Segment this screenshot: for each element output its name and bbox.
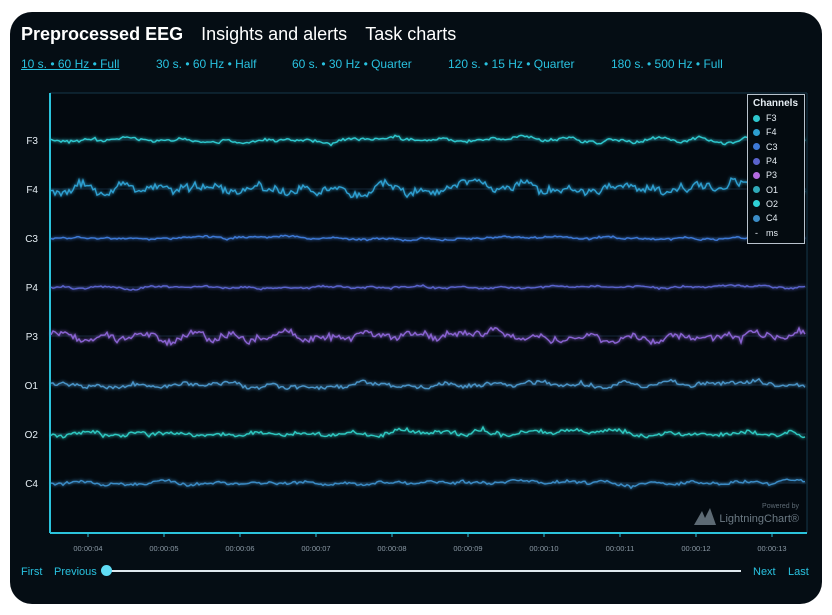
- legend-item-ms[interactable]: - ms: [753, 225, 799, 239]
- legend-item-c4[interactable]: C4: [753, 211, 799, 225]
- legend-dot-icon: [753, 186, 760, 194]
- preset-60s[interactable]: 60 s. • 30 Hz • Quarter: [292, 57, 412, 71]
- trace-o1: [50, 377, 806, 391]
- trace-c3: [50, 234, 806, 242]
- nav-first-button[interactable]: First: [21, 566, 43, 578]
- timeline-slider-track[interactable]: [106, 570, 741, 572]
- nav-previous-button[interactable]: Previous: [54, 566, 97, 578]
- x-tick-label: 00:00:13: [757, 544, 786, 553]
- trace-p4: [50, 284, 806, 291]
- nav-last-button[interactable]: Last: [788, 566, 809, 578]
- nav-next-button[interactable]: Next: [753, 566, 776, 578]
- lightningchart-logo-icon: [694, 508, 716, 525]
- legend-label: F3: [766, 113, 777, 124]
- watermark-brand: LightningChart®: [719, 513, 799, 525]
- trace-f4: [50, 177, 806, 200]
- legend-dot-icon: [753, 143, 760, 151]
- channel-label-o1: O1: [25, 381, 39, 392]
- channel-label-c4: C4: [25, 479, 38, 490]
- trace-p3: [50, 326, 806, 347]
- legend-label: ms: [766, 227, 778, 238]
- legend-item-c3[interactable]: C3: [753, 140, 799, 154]
- preset-30s[interactable]: 30 s. • 60 Hz • Half: [156, 57, 257, 71]
- legend-label: C4: [766, 213, 778, 224]
- legend-label: O2: [766, 198, 779, 209]
- channel-label-p4: P4: [26, 283, 39, 294]
- legend-item-p4[interactable]: P4: [753, 154, 799, 168]
- legend-label: O1: [766, 184, 779, 195]
- legend-item-p3[interactable]: P3: [753, 168, 799, 182]
- legend-item-f3[interactable]: F3: [753, 111, 799, 125]
- x-tick-label: 00:00:06: [225, 544, 254, 553]
- legend-item-f4[interactable]: F4: [753, 125, 799, 139]
- legend-dot-icon: [753, 114, 760, 122]
- x-tick-label: 00:00:10: [529, 544, 558, 553]
- preset-10s[interactable]: 10 s. • 60 Hz • Full: [21, 57, 120, 71]
- legend-dot-icon: [753, 214, 760, 222]
- channel-label-f3: F3: [26, 136, 38, 147]
- x-tick-label: 00:00:08: [377, 544, 406, 553]
- channel-label-f4: F4: [26, 185, 38, 196]
- channel-legend[interactable]: Channels F3 F4 C3 P4 P3 O1 O2 C4 - ms: [747, 94, 805, 244]
- channel-label-c3: C3: [25, 234, 38, 245]
- x-tick-label: 00:00:05: [149, 544, 178, 553]
- timeline-slider-thumb[interactable]: [101, 565, 112, 576]
- tab-task-charts[interactable]: Task charts: [365, 24, 457, 44]
- x-tick-label: 00:00:12: [681, 544, 710, 553]
- x-tick-label: 00:00:04: [73, 544, 102, 553]
- view-tabs: Preprocessed EEG Insights and alerts Tas…: [21, 24, 456, 45]
- time-window-presets: 10 s. • 60 Hz • Full 30 s. • 60 Hz • Hal…: [21, 57, 801, 73]
- dash-icon: -: [755, 227, 758, 238]
- channel-label-p3: P3: [26, 332, 39, 343]
- legend-label: P4: [766, 156, 778, 167]
- trace-f3: [50, 134, 806, 147]
- preset-120s[interactable]: 120 s. • 15 Hz • Quarter: [448, 57, 575, 71]
- watermark-powered-by: Powered by: [762, 503, 799, 510]
- trace-c4: [50, 478, 806, 490]
- preset-180s[interactable]: 180 s. • 500 Hz • Full: [611, 57, 723, 71]
- plot-area: [50, 93, 807, 532]
- legend-dot-icon: [753, 171, 760, 179]
- lightningchart-watermark: Powered by LightningChart®: [693, 503, 803, 535]
- x-tick-label: 00:00:07: [301, 544, 330, 553]
- legend-label: F4: [766, 127, 777, 138]
- tab-preprocessed-eeg[interactable]: Preprocessed EEG: [21, 24, 184, 44]
- legend-item-o1[interactable]: O1: [753, 182, 799, 196]
- legend-label: C3: [766, 141, 778, 152]
- legend-label: P3: [766, 170, 778, 181]
- channel-label-o2: O2: [25, 430, 39, 441]
- legend-title: Channels: [753, 98, 799, 109]
- trace-o2: [50, 425, 806, 439]
- legend-dot-icon: [753, 200, 760, 208]
- legend-dot-icon: [753, 128, 760, 136]
- app-window: Preprocessed EEG Insights and alerts Tas…: [10, 12, 822, 604]
- legend-item-o2[interactable]: O2: [753, 197, 799, 211]
- tab-insights-alerts[interactable]: Insights and alerts: [201, 24, 348, 44]
- x-tick-label: 00:00:09: [453, 544, 482, 553]
- eeg-chart[interactable]: F3 F4 C3 P4 P3 O1 O2 C4 00:00:04 00:00:05 00:00:06…: [10, 12, 822, 604]
- x-tick-label: 00:00:11: [606, 544, 635, 553]
- legend-dot-icon: [753, 157, 760, 165]
